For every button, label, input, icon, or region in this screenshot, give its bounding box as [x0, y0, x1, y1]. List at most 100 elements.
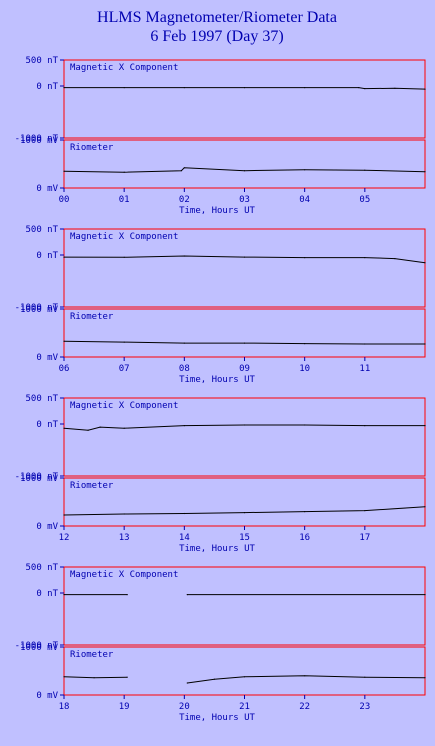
data-point	[123, 87, 125, 89]
data-point	[123, 341, 125, 343]
data-point	[364, 425, 366, 427]
data-point	[186, 594, 188, 596]
data-point	[424, 343, 426, 345]
data-point	[243, 424, 246, 426]
data-point	[424, 262, 426, 264]
data-point	[424, 425, 426, 427]
y-tick-label: 0 nT	[36, 589, 58, 599]
x-tick-label: 23	[359, 702, 370, 712]
x-tick-label: 22	[299, 702, 310, 712]
y-tick-label: 1000 mV	[20, 643, 59, 653]
chart-title: HLMS Magnetometer/Riometer Data	[97, 9, 337, 26]
data-point	[304, 257, 306, 259]
y-tick-label: 1000 mV	[20, 136, 59, 146]
panel-label: Magnetic X Component	[70, 401, 178, 411]
data-point	[364, 169, 366, 171]
x-tick-label: 21	[239, 702, 250, 712]
data-point	[243, 676, 246, 678]
data-point	[424, 88, 426, 90]
x-tick-label: 10	[299, 364, 310, 374]
data-point	[123, 171, 125, 173]
x-tick-label: 05	[359, 195, 370, 205]
data-point	[364, 676, 366, 678]
data-point	[364, 88, 366, 90]
x-tick-label: 15	[239, 533, 250, 543]
x-axis-label: Time, Hours UT	[179, 206, 255, 216]
data-point	[63, 340, 65, 342]
y-tick-label: 0 mV	[36, 353, 58, 363]
panel-label: Riometer	[70, 312, 114, 322]
data-point	[243, 170, 246, 172]
panel-label: Magnetic X Component	[70, 63, 178, 73]
data-point	[63, 514, 65, 516]
data-point	[63, 170, 65, 172]
y-tick-label: 0 nT	[36, 420, 58, 430]
panel-frame	[63, 59, 426, 139]
x-tick-label: 00	[59, 195, 70, 205]
x-tick-label: 03	[239, 195, 250, 205]
x-tick-label: 04	[299, 195, 310, 205]
panel-frame	[63, 139, 426, 189]
data-point	[243, 87, 246, 89]
data-point	[63, 594, 65, 596]
x-tick-label: 09	[239, 364, 250, 374]
data-point	[183, 255, 185, 257]
x-tick-label: 01	[119, 195, 130, 205]
x-axis-label: Time, Hours UT	[179, 375, 255, 385]
data-point	[424, 506, 426, 508]
x-tick-label: 02	[179, 195, 190, 205]
panel-frame	[63, 397, 426, 477]
data-point	[358, 87, 360, 89]
data-point	[364, 343, 366, 345]
data-point	[394, 87, 396, 89]
x-tick-label: 18	[59, 702, 70, 712]
x-axis-label: Time, Hours UT	[179, 713, 255, 723]
panel-label: Magnetic X Component	[70, 570, 178, 580]
data-point	[183, 87, 185, 89]
y-tick-label: 0 mV	[36, 691, 58, 701]
y-tick-label: -1000 nT	[15, 641, 59, 651]
data-point	[180, 170, 182, 172]
data-point	[126, 594, 128, 596]
x-tick-label: 07	[119, 364, 130, 374]
data-point	[183, 342, 185, 344]
x-tick-label: 14	[179, 533, 190, 543]
x-tick-label: 19	[119, 702, 130, 712]
data-point	[123, 256, 125, 258]
data-point	[126, 676, 128, 678]
data-point	[243, 342, 246, 344]
x-tick-label: 11	[359, 364, 370, 374]
panel-frame	[63, 646, 426, 696]
magnetic-trace	[63, 255, 426, 264]
x-tick-label: 13	[119, 533, 130, 543]
x-tick-label: 12	[59, 533, 70, 543]
x-tick-label: 06	[59, 364, 70, 374]
data-point	[364, 257, 366, 259]
y-tick-label: 0 nT	[36, 251, 58, 261]
y-tick-label: -1000 nT	[15, 134, 59, 144]
riometer-trace	[63, 676, 128, 679]
data-point	[213, 678, 215, 680]
panel-frame	[63, 477, 426, 527]
data-point	[63, 427, 65, 429]
data-point	[63, 87, 65, 89]
data-point	[424, 594, 426, 596]
magnetic-trace	[63, 424, 425, 431]
data-point	[304, 87, 306, 89]
panel-label: Riometer	[70, 143, 114, 153]
y-tick-label: 500 nT	[25, 394, 58, 404]
data-point	[424, 171, 426, 173]
panel-label: Riometer	[70, 650, 114, 660]
y-tick-label: -1000 nT	[15, 303, 59, 313]
riometer-trace	[63, 167, 426, 173]
y-tick-label: 0 mV	[36, 184, 58, 194]
riometer-trace	[63, 506, 426, 516]
y-tick-label: 1000 mV	[20, 474, 59, 484]
